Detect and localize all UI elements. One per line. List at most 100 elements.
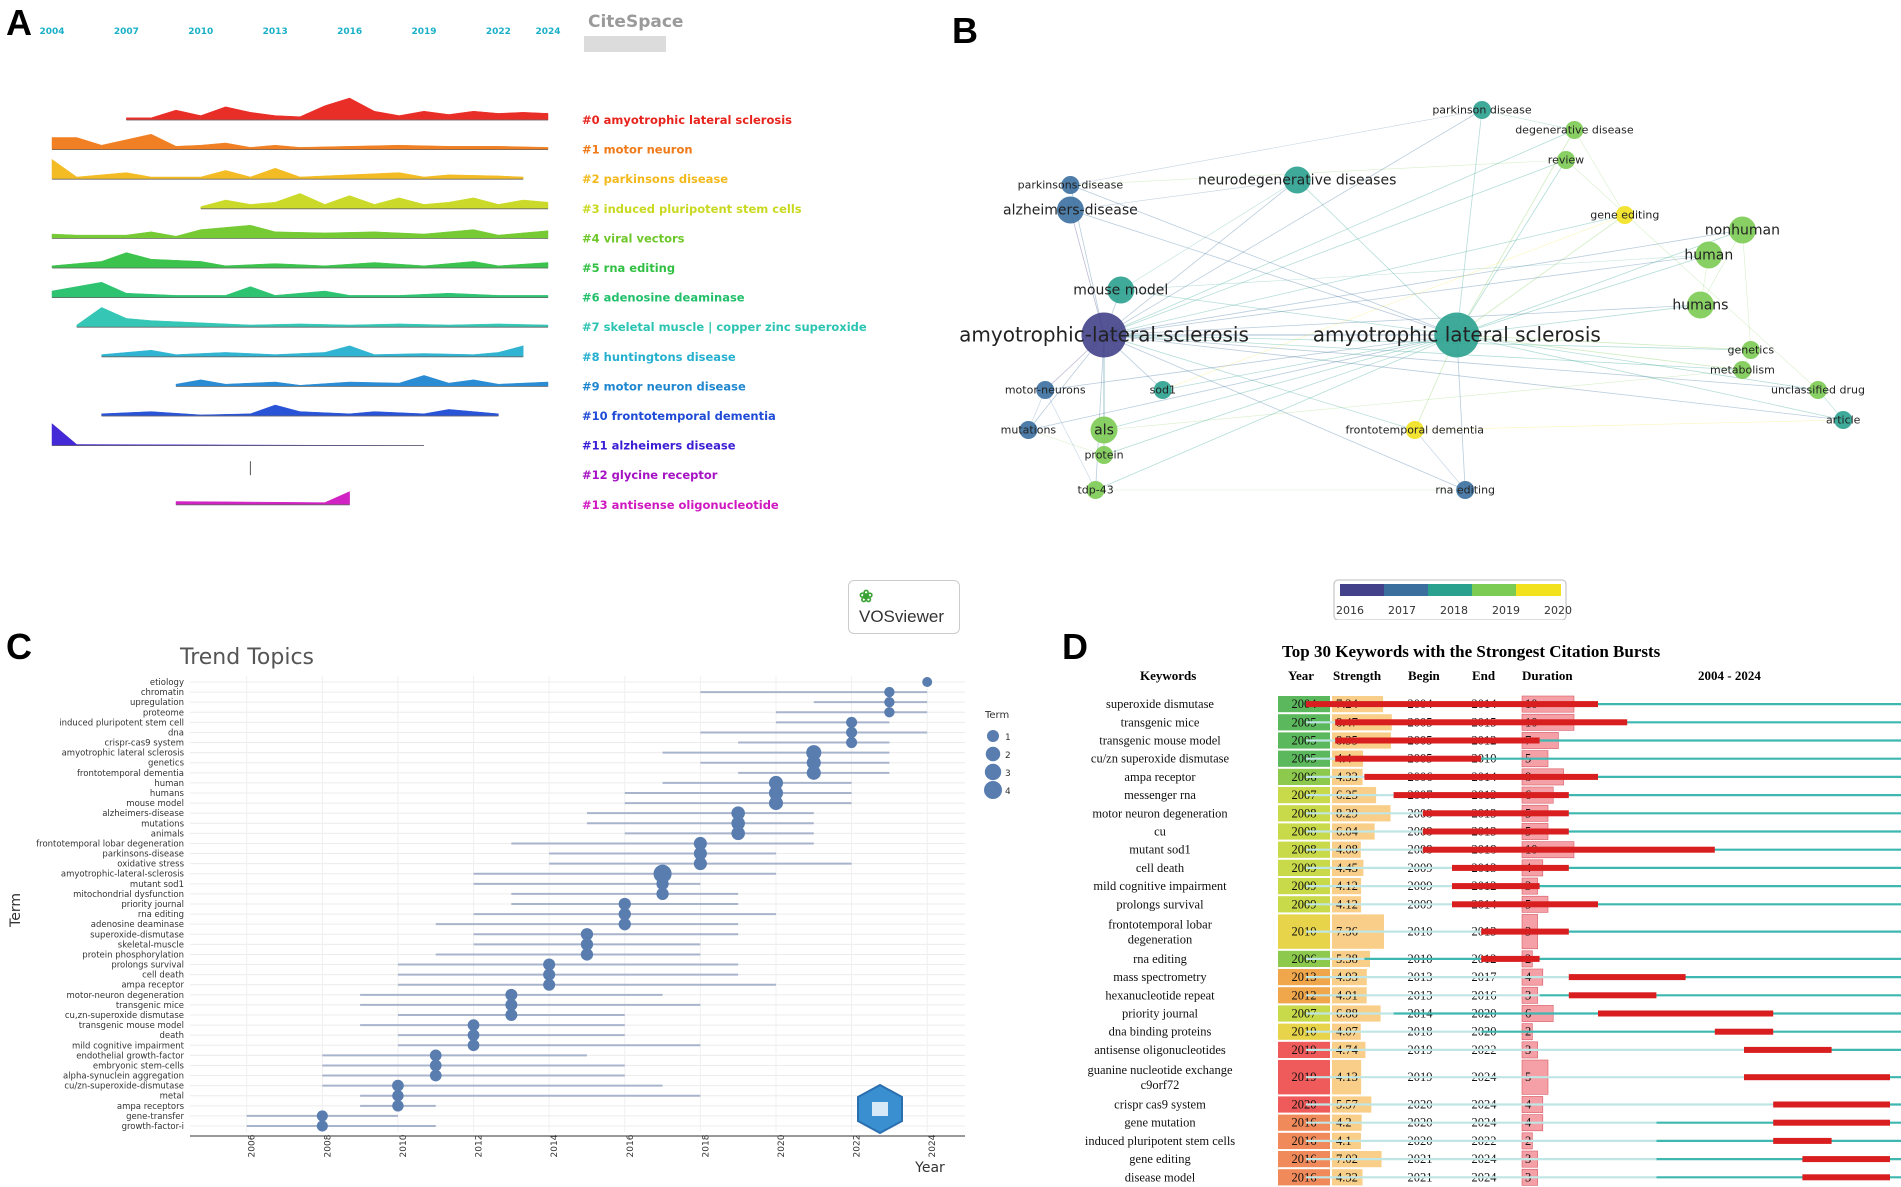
network-edge-chain-15 xyxy=(1414,429,1466,491)
burst-keyword-7: cu xyxy=(1154,825,1167,839)
citespace-logo-text: CiteSpace xyxy=(588,12,684,32)
burst-year-12: 2010 xyxy=(1292,925,1317,939)
trend-point-22 xyxy=(618,897,631,911)
trend-point-11 xyxy=(768,785,784,801)
network-edge-chain-20 xyxy=(1070,109,1483,186)
network-edge-21-0 xyxy=(1103,109,1483,336)
burst-year-cell-11 xyxy=(1278,896,1330,913)
year-legend-swatch-0 xyxy=(1340,584,1385,596)
network-edge-6-1 xyxy=(1456,304,1701,336)
trend-point-20 xyxy=(656,877,669,890)
network-edge-9-1 xyxy=(1456,334,1743,371)
burst-year-2: 2005 xyxy=(1292,734,1317,748)
network-node-label-22: degenerative disease xyxy=(1515,124,1634,137)
burst-year-cell-8 xyxy=(1278,841,1330,858)
network-node-label-3: neurodegenerative diseases xyxy=(1198,173,1396,189)
trend-term-label-31: motor-neuron degeneration xyxy=(67,991,185,1001)
burst-keyword-5: messenger rna xyxy=(1124,788,1196,802)
header-end: End xyxy=(1472,668,1496,683)
trend-point-8 xyxy=(806,755,821,770)
cluster-area-7 xyxy=(76,307,549,328)
network-edge-chain-19 xyxy=(1070,159,1567,186)
network-node-22 xyxy=(1565,121,1584,139)
timeline-year-2022: 2022 xyxy=(486,27,511,37)
network-node-19 xyxy=(1557,151,1575,169)
network-node-label-17: article xyxy=(1826,414,1861,427)
network-edge-23-1 xyxy=(1456,214,1626,336)
trend-point-32 xyxy=(505,998,518,1011)
network-edge-18-1 xyxy=(1456,334,1819,391)
network-edge-chain-23 xyxy=(1162,214,1625,391)
burst-year-7: 2008 xyxy=(1292,825,1317,839)
panel-b-keyword-network: B amyotrophic-lateral-sclerosis amyotroph… xyxy=(952,0,1901,620)
trend-point-5 xyxy=(846,726,858,738)
burst-keyword-6: motor neuron degeneration xyxy=(1092,806,1228,820)
keyword-network-chart: amyotrophic-lateral-sclerosis amyotrophic… xyxy=(960,101,1865,620)
citespace-logo-shape xyxy=(584,36,666,52)
network-node-8 xyxy=(1741,341,1760,359)
network-node-4 xyxy=(1107,276,1135,304)
header-year: Year xyxy=(1288,668,1314,683)
trend-legend-title: Term frequency xyxy=(984,710,1010,721)
trend-point-7 xyxy=(806,745,822,761)
network-edge-4-1 xyxy=(1120,289,1457,336)
burst-year-13: 2006 xyxy=(1292,952,1317,966)
network-node-label-23: gene editing xyxy=(1590,209,1659,222)
burst-keyword-19: guanine nucleotide exchange xyxy=(1087,1063,1233,1077)
network-node-10 xyxy=(1090,416,1118,444)
year-legend-label-2018: 2018 xyxy=(1440,604,1468,617)
burst-keyword-15: hexanucleotide repeat xyxy=(1105,988,1215,1002)
trend-point-40 xyxy=(392,1079,404,1092)
vosviewer-badge: ❀ VOSviewer xyxy=(848,580,960,634)
cluster-area-3 xyxy=(200,193,549,210)
trend-point-31 xyxy=(505,988,518,1001)
network-node-9 xyxy=(1733,361,1752,379)
network-edge-23-0 xyxy=(1103,214,1625,336)
panel-c-label: C xyxy=(6,626,32,667)
vosviewer-icon: ❀ xyxy=(859,587,874,606)
timeline-year-2013: 2013 xyxy=(263,27,288,37)
burst-timeline-burst-2 xyxy=(1335,737,1540,744)
network-node-12 xyxy=(1019,421,1038,439)
trend-point-10 xyxy=(768,775,784,790)
cluster-area-8 xyxy=(101,345,524,358)
cluster-label-7: #7 skeletal muscle | copper zinc superox… xyxy=(582,320,867,334)
network-edge-7-1 xyxy=(1456,229,1743,336)
network-node-3 xyxy=(1283,166,1311,194)
cluster-label-8: #8 huntingtons disease xyxy=(582,350,736,364)
burst-keyword-12: frontotemporal lobar xyxy=(1108,918,1213,932)
burst-year-8: 2008 xyxy=(1292,843,1317,857)
trend-point-43 xyxy=(316,1110,328,1122)
network-node-label-16: frontotemporal dementia xyxy=(1346,424,1485,437)
burst-year-4: 2006 xyxy=(1292,770,1317,784)
trend-legend-dot-400 xyxy=(984,781,1002,799)
burst-year-23: 2016 xyxy=(1292,1152,1317,1166)
cluster-label-4: #4 viral vectors xyxy=(582,231,685,245)
network-node-16 xyxy=(1405,421,1424,439)
network-node-0 xyxy=(1081,312,1127,358)
network-node-label-0: amyotrophic-lateral-sclerosis xyxy=(960,323,1249,347)
network-node-24 xyxy=(1153,381,1172,399)
burst-keyword-2: transgenic mouse model xyxy=(1099,734,1221,748)
burst-year-20: 2020 xyxy=(1292,1098,1317,1112)
network-edge-2-1 xyxy=(1070,209,1457,336)
trend-xtick-2016: 2016 xyxy=(626,1134,636,1157)
burst-keyword-18: antisense oligonucleotides xyxy=(1094,1043,1226,1057)
burst-timeline-burst-10 xyxy=(1452,883,1540,890)
cluster-area-5 xyxy=(51,252,549,269)
network-node-label-19: review xyxy=(1548,154,1584,167)
trend-term-label-20: mutant sod1 xyxy=(130,880,184,890)
network-edge-8-0 xyxy=(1103,334,1751,351)
trend-point-19 xyxy=(653,864,672,883)
trend-topics-chart: Trend Topics 2006 2008 2010 2012 2014 2016 2018… xyxy=(8,645,1010,1176)
burst-year-cell-13 xyxy=(1278,950,1330,967)
trend-xtick-2014: 2014 xyxy=(550,1134,560,1157)
network-node-label-6: humans xyxy=(1672,298,1728,314)
trend-point-18 xyxy=(693,857,707,871)
burst-year-22: 2016 xyxy=(1292,1134,1317,1148)
network-node-label-11: protein xyxy=(1084,449,1123,462)
burst-keyword-8: mutant sod1 xyxy=(1129,843,1190,857)
network-edge-chain-11 xyxy=(1028,429,1105,456)
citation-bursts-table: superoxide dismutase20047.242004201410tr… xyxy=(1085,695,1901,1186)
burst-year-cell-18 xyxy=(1278,1041,1330,1058)
